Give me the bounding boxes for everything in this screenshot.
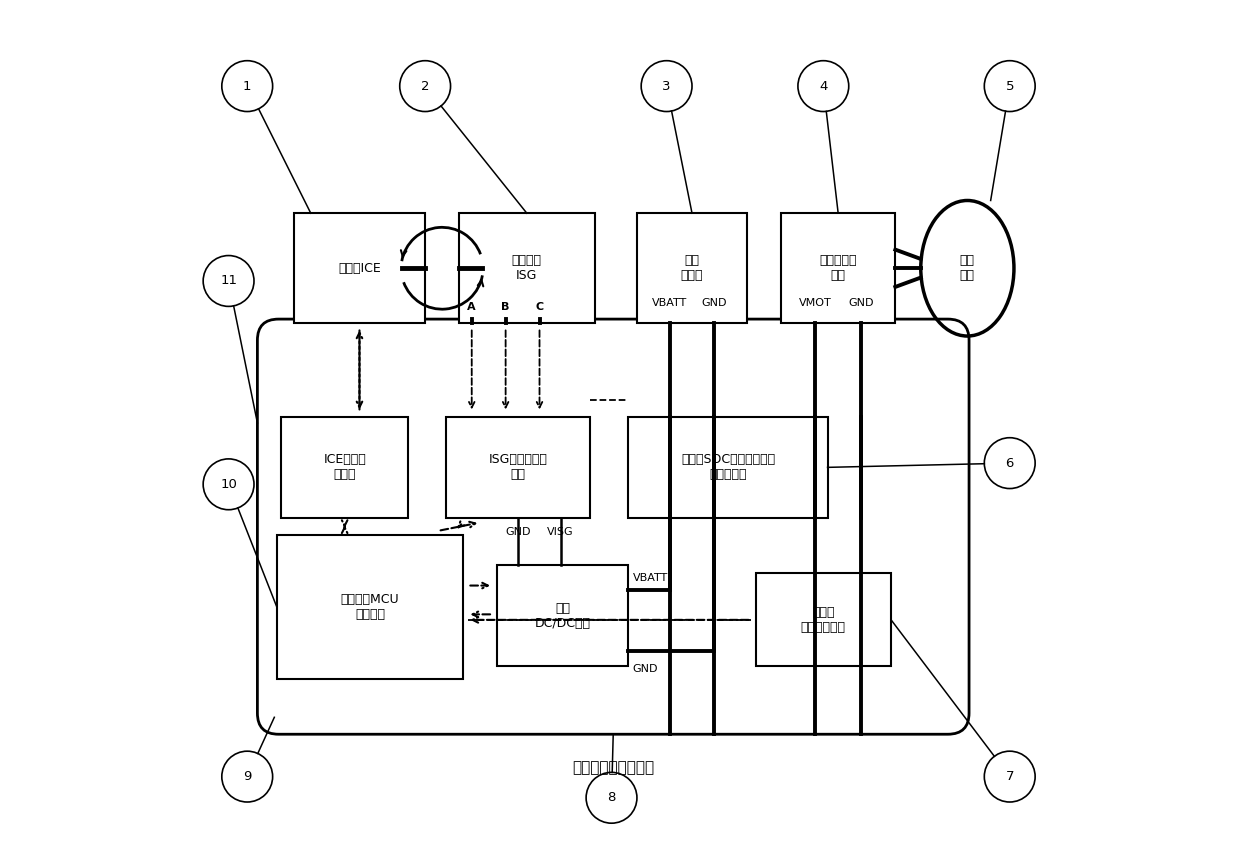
Text: 起动发电
ISG: 起动发电 ISG bbox=[512, 254, 542, 282]
Text: 整车能量管理控制器: 整车能量管理控制器 bbox=[572, 761, 655, 775]
FancyBboxPatch shape bbox=[294, 213, 425, 323]
Text: 双向
DC/DC电路: 双向 DC/DC电路 bbox=[534, 602, 590, 630]
Text: 4: 4 bbox=[820, 80, 827, 93]
Text: 内燃机ICE: 内燃机ICE bbox=[339, 262, 381, 275]
FancyBboxPatch shape bbox=[629, 416, 827, 518]
Text: 7: 7 bbox=[1006, 770, 1014, 783]
Text: VBATT: VBATT bbox=[652, 298, 688, 308]
Text: 蓄电池SOC、驱动需求功
率检测电路: 蓄电池SOC、驱动需求功 率检测电路 bbox=[681, 453, 775, 481]
Text: 控制器
电源调整电路: 控制器 电源调整电路 bbox=[801, 606, 846, 634]
Text: GND: GND bbox=[632, 664, 658, 674]
Text: 车载
蓄电池: 车载 蓄电池 bbox=[681, 254, 703, 282]
Text: GND: GND bbox=[702, 298, 727, 308]
Text: 6: 6 bbox=[1006, 456, 1014, 470]
FancyBboxPatch shape bbox=[258, 319, 968, 734]
Text: B: B bbox=[501, 303, 510, 312]
Text: VISG: VISG bbox=[547, 527, 574, 536]
Text: 2: 2 bbox=[420, 80, 429, 93]
Text: 10: 10 bbox=[221, 478, 237, 490]
Text: 11: 11 bbox=[219, 275, 237, 287]
Text: 微控制器MCU
最小系统: 微控制器MCU 最小系统 bbox=[341, 593, 399, 621]
Text: VMOT: VMOT bbox=[799, 298, 832, 308]
Text: 5: 5 bbox=[1006, 80, 1014, 93]
FancyBboxPatch shape bbox=[755, 573, 892, 666]
Text: 3: 3 bbox=[662, 80, 671, 93]
FancyBboxPatch shape bbox=[446, 416, 590, 518]
Text: 1: 1 bbox=[243, 80, 252, 93]
FancyBboxPatch shape bbox=[459, 213, 595, 323]
Text: ICE负荷调
整电路: ICE负荷调 整电路 bbox=[324, 453, 366, 481]
Text: C: C bbox=[536, 303, 543, 312]
Text: 驱动电机控
制器: 驱动电机控 制器 bbox=[820, 254, 857, 282]
Text: ISG整流与逆变
电路: ISG整流与逆变 电路 bbox=[489, 453, 548, 481]
Text: 8: 8 bbox=[608, 791, 616, 804]
Text: GND: GND bbox=[506, 527, 531, 536]
FancyBboxPatch shape bbox=[281, 416, 408, 518]
Text: VBATT: VBATT bbox=[632, 574, 668, 583]
Text: 9: 9 bbox=[243, 770, 252, 783]
FancyBboxPatch shape bbox=[637, 213, 746, 323]
FancyBboxPatch shape bbox=[497, 564, 629, 666]
FancyBboxPatch shape bbox=[781, 213, 895, 323]
Text: 轮毂
电机: 轮毂 电机 bbox=[960, 254, 975, 282]
Text: A: A bbox=[467, 303, 476, 312]
FancyBboxPatch shape bbox=[277, 536, 464, 679]
Text: GND: GND bbox=[848, 298, 874, 308]
